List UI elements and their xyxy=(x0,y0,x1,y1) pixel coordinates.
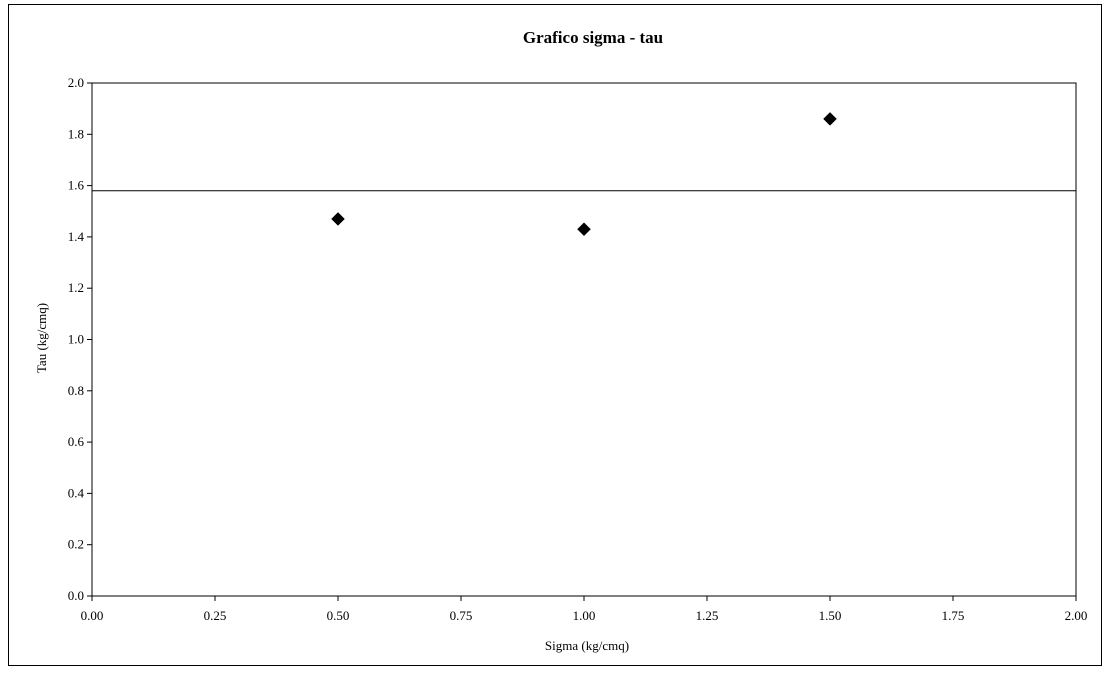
data-point xyxy=(823,112,837,126)
x-tick-label: 0.50 xyxy=(327,608,350,623)
x-tick-label: 0.00 xyxy=(81,608,104,623)
x-tick-label: 1.00 xyxy=(573,608,596,623)
plot-area: 0.0 0.2 0.4 0.6 0.8 1.0 1.2 1.4 1.6 1.8 2.0 0.00 0.2… xyxy=(68,75,1088,623)
y-tick-label: 1.8 xyxy=(68,126,84,141)
chart-frame xyxy=(8,4,1102,666)
y-tick-label: 0.8 xyxy=(68,383,84,398)
y-tick-label: 0.6 xyxy=(68,434,85,449)
y-tick-label: 1.0 xyxy=(68,332,84,347)
data-point xyxy=(577,222,591,237)
y-tick-label: 0.2 xyxy=(68,537,84,552)
y-tick-label: 1.2 xyxy=(68,280,84,295)
y-tick-label: 1.6 xyxy=(68,178,85,193)
data-point xyxy=(331,212,345,226)
y-tick-label: 0.4 xyxy=(68,485,85,500)
y-tick-label: 0.0 xyxy=(68,588,84,603)
y-tick-label: 2.0 xyxy=(68,75,84,90)
y-axis-label: Tau (kg/cmq) xyxy=(34,303,49,373)
x-axis-label: Sigma (kg/cmq) xyxy=(545,638,629,653)
x-tick-label: 2.00 xyxy=(1065,608,1088,623)
plot-border xyxy=(91,82,1077,597)
chart-title: Grafico sigma - tau xyxy=(523,28,663,47)
x-tick-label: 1.25 xyxy=(696,608,719,623)
x-tick-label: 0.25 xyxy=(204,608,227,623)
x-tick-label: 1.50 xyxy=(819,608,842,623)
x-tick-label: 0.75 xyxy=(450,608,473,623)
x-tick-label: 1.75 xyxy=(942,608,965,623)
y-tick-label: 1.4 xyxy=(68,229,85,244)
